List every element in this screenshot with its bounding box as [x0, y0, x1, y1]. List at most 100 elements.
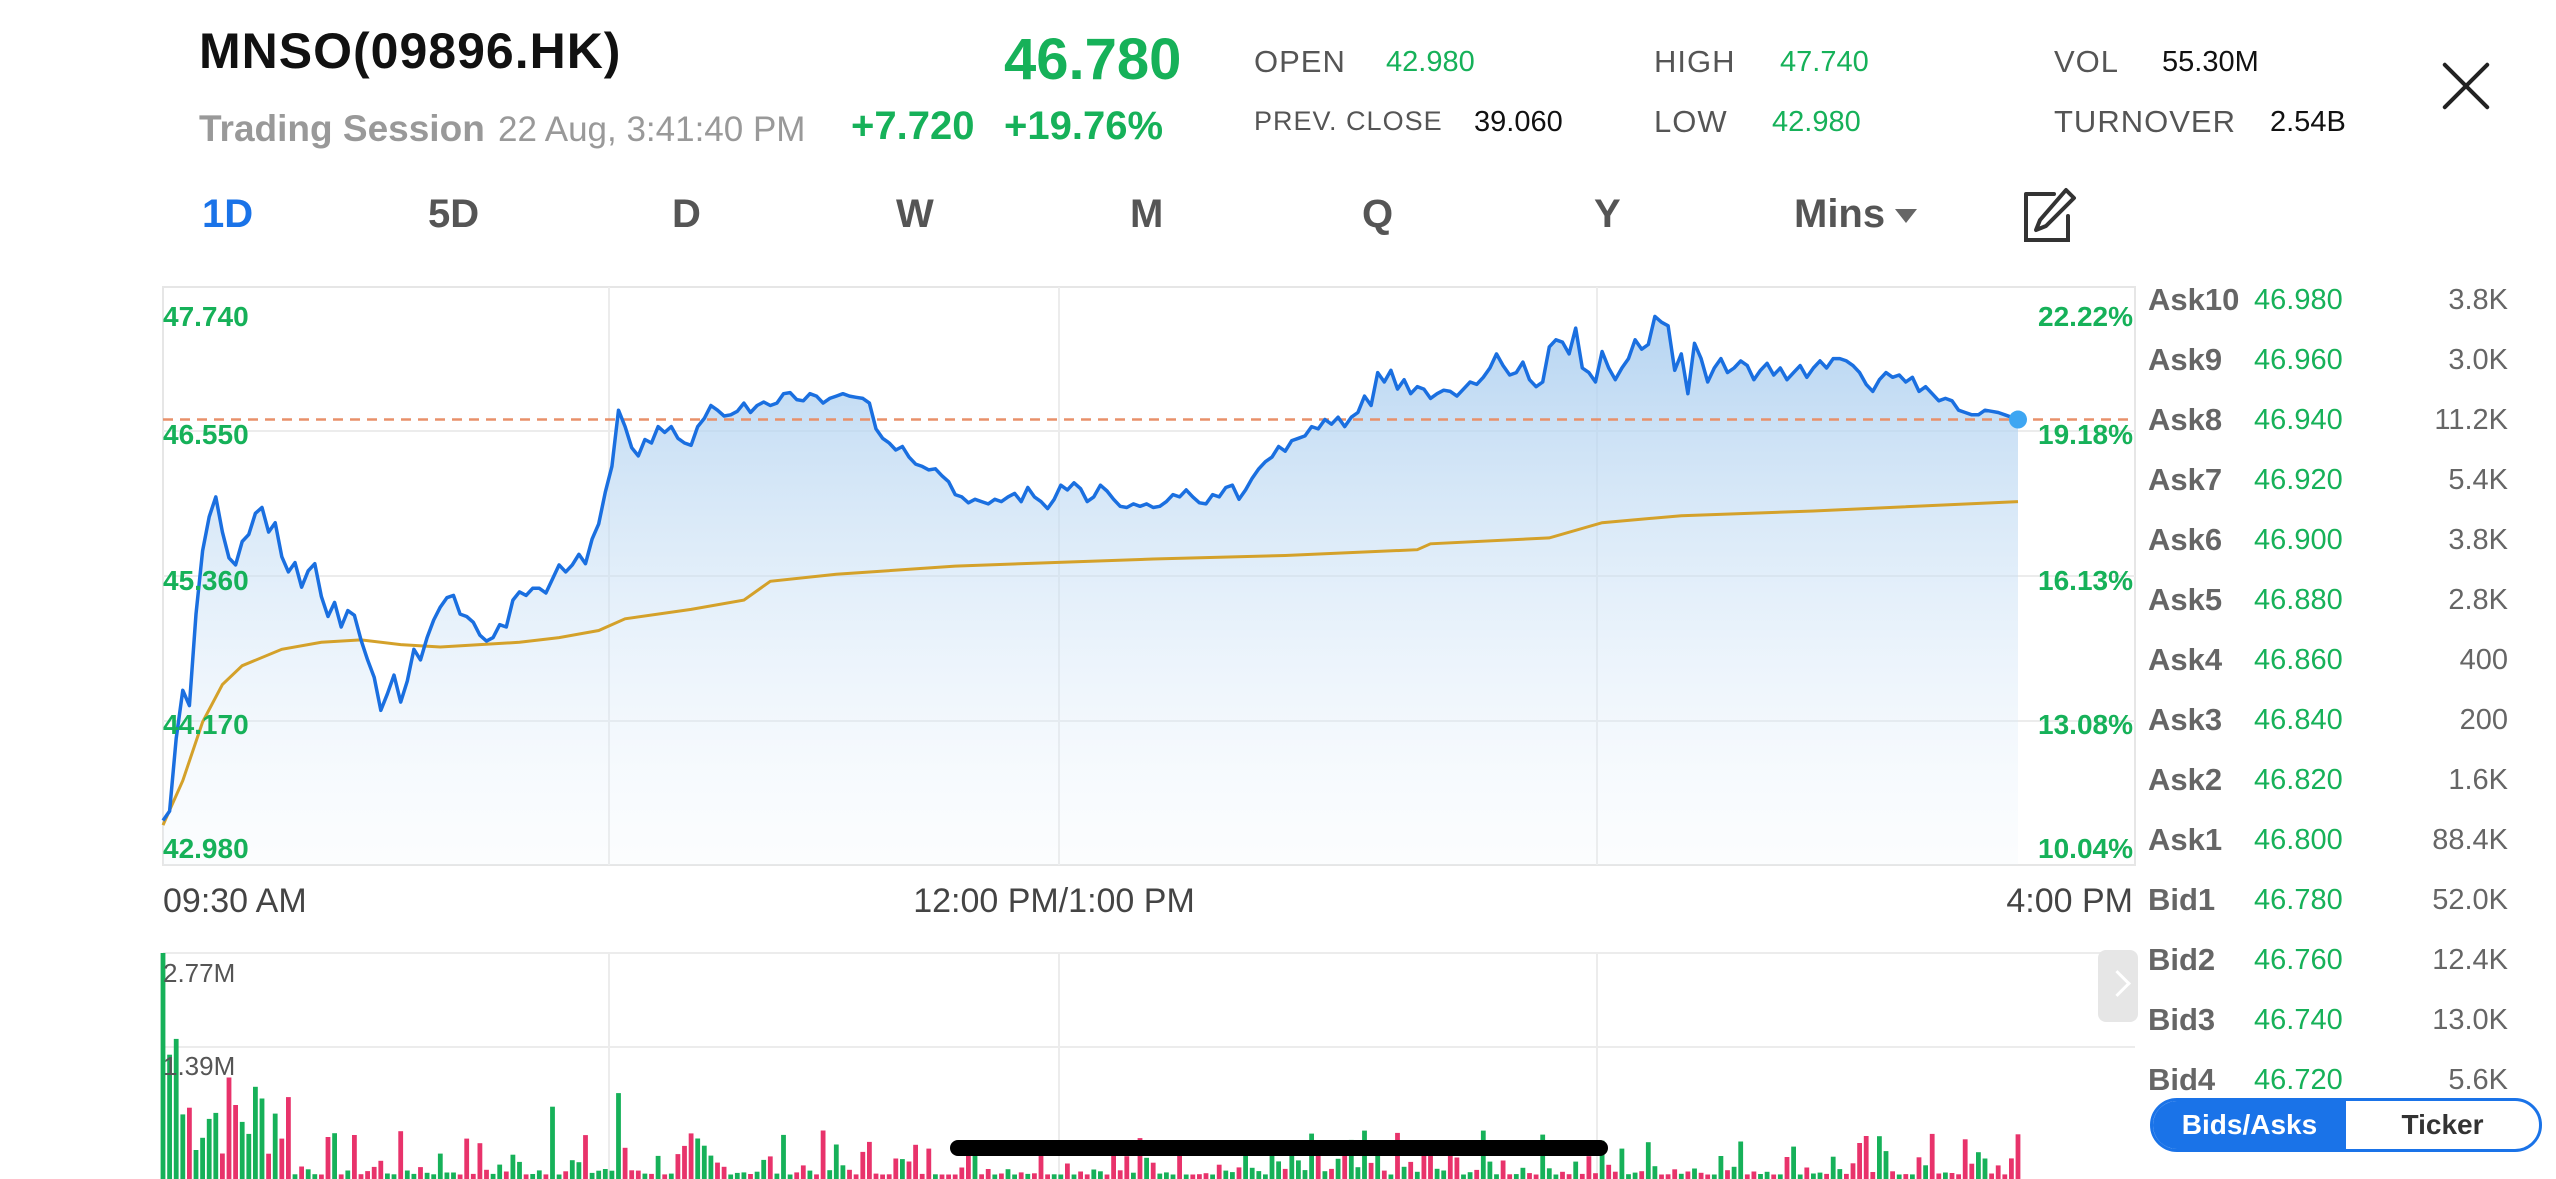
volume-bar [464, 1138, 470, 1179]
order-book-price: 46.720 [2254, 1064, 2343, 1096]
volume-bar [1223, 1170, 1229, 1179]
volume-bar [1612, 1171, 1618, 1179]
y-tick-label-pct: 22.22% [2038, 301, 2133, 332]
order-book-label: Bid4 [2148, 1062, 2216, 1097]
stock-title: MNSO(09896.HK) [199, 23, 622, 79]
draw-tool-icon[interactable] [2016, 186, 2078, 248]
bids-asks-tab[interactable]: Bids/Asks [2153, 1101, 2346, 1149]
tab-w[interactable]: W [896, 192, 934, 236]
tab-y[interactable]: Y [1594, 192, 1621, 236]
volume-bar [1170, 1174, 1176, 1179]
volume-bar [1210, 1174, 1215, 1179]
volume-bar [1348, 1139, 1354, 1179]
volume-bar [1441, 1170, 1447, 1179]
volume-bar [530, 1174, 536, 1179]
volume-bar [1870, 1172, 1876, 1179]
volume-bar [1177, 1143, 1182, 1179]
volume-bar [919, 1173, 925, 1179]
chevron-right-icon[interactable] [2098, 950, 2138, 1022]
volume-bar [1401, 1166, 1407, 1179]
volume-bar [1579, 1173, 1585, 1179]
volume-bar [352, 1135, 357, 1179]
volume-bar [1309, 1133, 1314, 1179]
volume-bar [701, 1145, 707, 1179]
bids-ticker-toggle[interactable]: Bids/Asks Ticker [2150, 1098, 2542, 1152]
volume-bar [1005, 1169, 1011, 1179]
volume-bar [682, 1145, 687, 1179]
order-book-vol: 88.4K [2432, 824, 2508, 856]
order-book-vol: 2.8K [2448, 584, 2508, 616]
volume-bar [1533, 1174, 1539, 1179]
volume-bar [1791, 1146, 1796, 1179]
order-book-price: 46.980 [2254, 284, 2343, 316]
volume-bar [748, 1174, 753, 1179]
volume-bar [365, 1171, 370, 1179]
volume-bar [1718, 1156, 1724, 1179]
tab-mins[interactable]: Mins [1794, 192, 1918, 237]
volume-bar [1487, 1161, 1493, 1179]
order-book-label: Ask4 [2148, 642, 2223, 677]
volume-bar [239, 1121, 245, 1179]
volume-bar [616, 1093, 621, 1179]
x-axis: 09:30 AM 12:00 PM/1:00 PM 4:00 PM [163, 882, 2133, 920]
home-indicator[interactable] [950, 1140, 1608, 1156]
volume-bar [424, 1172, 430, 1179]
volume-bar [1659, 1174, 1664, 1179]
last-price-dot [2009, 410, 2027, 429]
volume-bar [305, 1169, 311, 1179]
volume-bar [1606, 1164, 1612, 1179]
volume-bar [622, 1147, 628, 1179]
tab-d[interactable]: D [672, 192, 701, 236]
volume-bar [1414, 1171, 1420, 1179]
turnover-label: TURNOVER [2054, 104, 2236, 139]
order-book-row: Bid3 46.740 13.0K [2148, 990, 2508, 1050]
tab-5d[interactable]: 5D [428, 192, 480, 236]
volume-bar [979, 1174, 984, 1179]
volume-bar [1619, 1148, 1625, 1179]
order-book-vol: 400 [2459, 644, 2508, 676]
tab-m[interactable]: M [1130, 192, 1164, 236]
order-book-price: 46.740 [2254, 1004, 2343, 1036]
volume-bar [398, 1131, 404, 1179]
order-book-row: Bid4 46.720 5.6K [2148, 1050, 2508, 1110]
volume-bar [952, 1174, 958, 1179]
volume-bar [517, 1161, 522, 1179]
volume-bar [1982, 1158, 1988, 1179]
order-book-vol: 13.0K [2432, 1004, 2508, 1036]
order-book-label: Bid3 [2148, 1002, 2216, 1037]
volume-bar [312, 1174, 318, 1179]
volume-bar [1282, 1168, 1288, 1179]
volume-bar [1381, 1170, 1387, 1179]
volume-bar [1322, 1171, 1328, 1179]
volume-bar [1804, 1167, 1810, 1179]
volume-bar [1692, 1168, 1697, 1179]
volume-bar [1078, 1171, 1083, 1179]
volume-bar [1045, 1174, 1050, 1179]
volume-bar [596, 1170, 602, 1179]
order-book-label: Bid1 [2148, 882, 2216, 917]
volume-bar [1731, 1166, 1737, 1179]
tab-1d[interactable]: 1D [202, 192, 254, 236]
volume-bar [187, 1107, 192, 1179]
volume-bar [1976, 1152, 1981, 1179]
volume-bar [1830, 1156, 1836, 1179]
volume-bar [1678, 1173, 1684, 1179]
volume-bar [299, 1166, 304, 1179]
vol-label: VOL [2054, 44, 2120, 79]
volume-bar [1117, 1170, 1123, 1179]
volume-bar [1058, 1174, 1064, 1179]
volume-bar [642, 1173, 648, 1179]
volume-bar [1500, 1160, 1506, 1179]
tab-q[interactable]: Q [1362, 192, 1394, 236]
volume-bar [319, 1174, 324, 1179]
ticker-tab[interactable]: Ticker [2401, 1109, 2484, 1140]
prev-close-value: 39.060 [1474, 106, 1563, 138]
volume-bar [1751, 1171, 1757, 1179]
volume-bar [635, 1170, 641, 1179]
volume-bar [371, 1166, 377, 1179]
turnover-value: 2.54B [2270, 106, 2346, 138]
volume-bar [1447, 1143, 1453, 1179]
volume-bar [1474, 1169, 1480, 1179]
volume-bar [602, 1169, 608, 1179]
